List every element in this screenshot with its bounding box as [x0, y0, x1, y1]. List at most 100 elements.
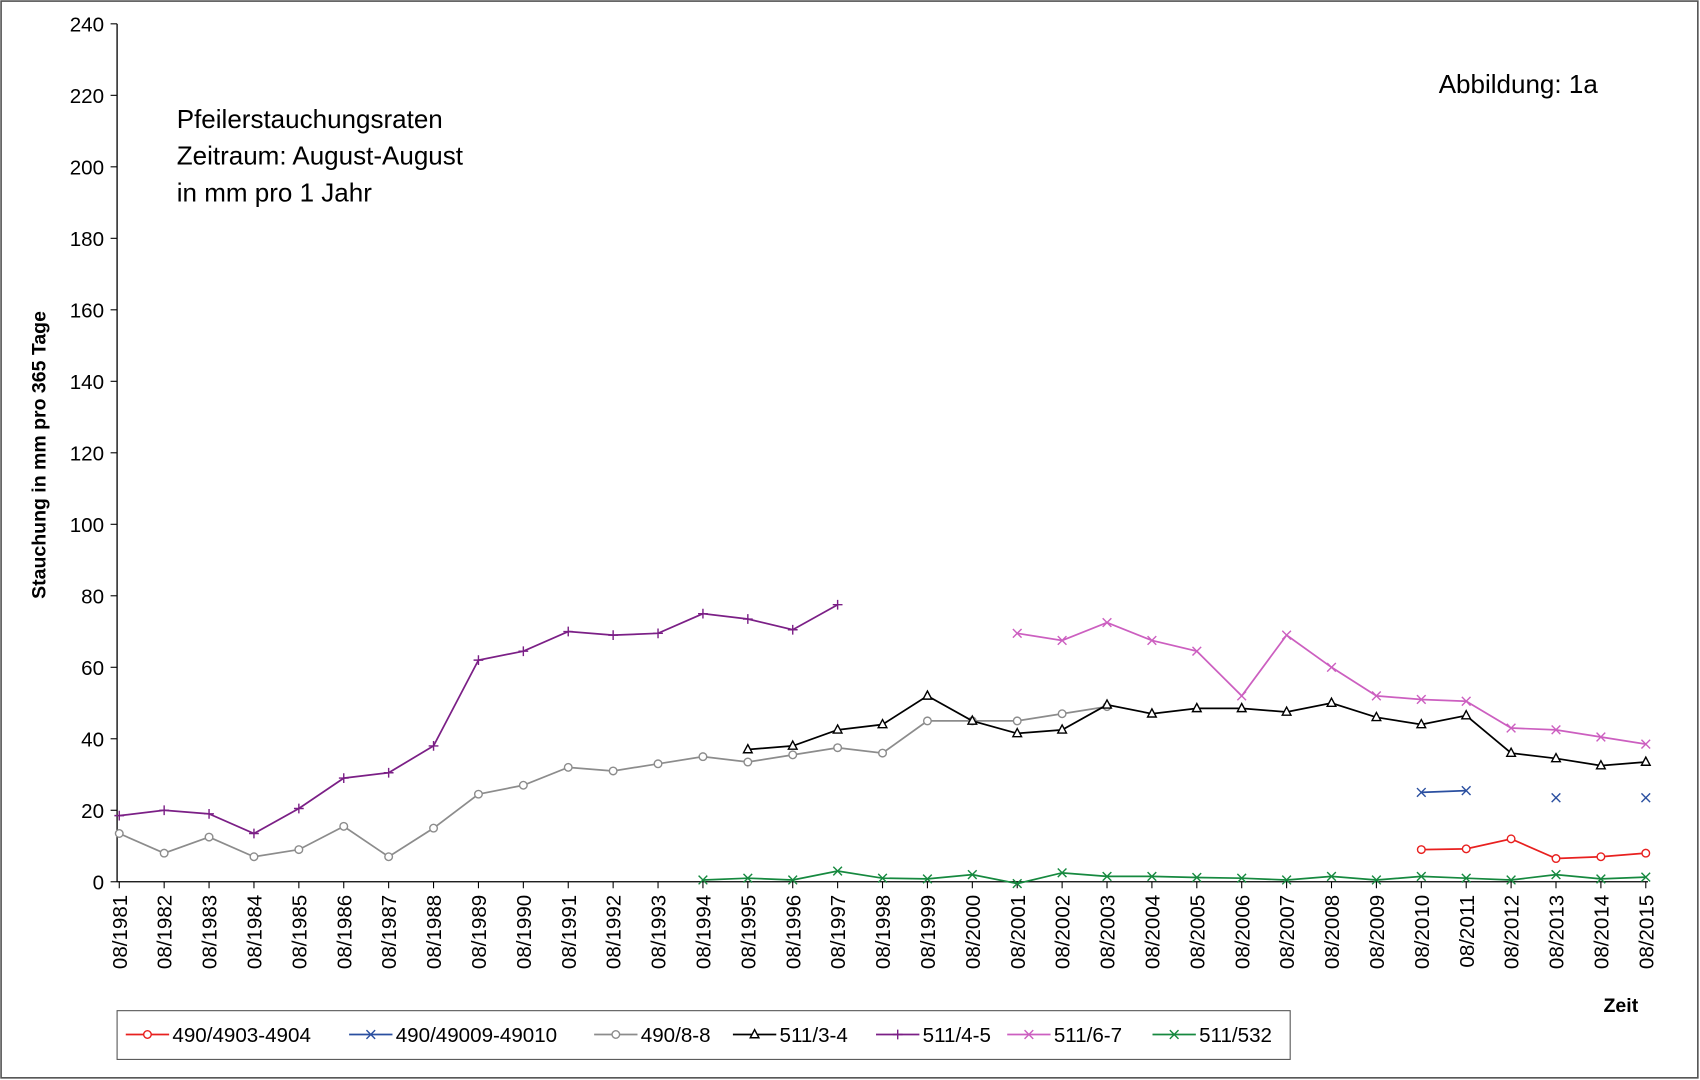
- marker: [833, 743, 843, 753]
- marker: [142, 1030, 152, 1039]
- marker: [1011, 727, 1023, 738]
- marker: [1024, 1029, 1034, 1040]
- marker: [967, 869, 978, 880]
- x-tick-label: 08/1986: [333, 895, 356, 969]
- y-tick-label: 0: [93, 871, 104, 894]
- marker: [1236, 691, 1247, 701]
- marker: [1551, 869, 1561, 880]
- legend-label: 511/4-5: [923, 1024, 991, 1047]
- marker: [1169, 1029, 1180, 1040]
- marker: [1596, 732, 1606, 742]
- x-tick-label: 08/2003: [1097, 895, 1120, 969]
- marker: [1551, 725, 1561, 735]
- x-tick-label: 08/1992: [603, 895, 626, 969]
- marker: [114, 829, 124, 839]
- x-tick-label: 08/1988: [423, 895, 446, 969]
- x-tick-label: 08/2000: [962, 895, 985, 969]
- x-tick-label: 08/1995: [737, 895, 760, 969]
- y-tick-label: 220: [70, 85, 104, 108]
- marker: [1461, 844, 1471, 854]
- marker: [742, 614, 753, 624]
- legend-label: 511/532: [1199, 1024, 1272, 1047]
- x-tick-label: 08/1994: [693, 895, 716, 969]
- x-tick-label: 08/1997: [827, 895, 850, 969]
- marker: [1506, 834, 1516, 844]
- marker: [966, 714, 978, 725]
- marker: [365, 1029, 376, 1040]
- y-tick-label: 100: [70, 514, 104, 537]
- x-tick-label: 08/1999: [917, 895, 940, 969]
- marker: [653, 759, 663, 769]
- marker: [1461, 696, 1472, 707]
- x-tick-label: 08/1989: [468, 895, 491, 969]
- marker: [1551, 792, 1561, 803]
- marker: [249, 852, 259, 862]
- marker: [892, 1029, 903, 1040]
- x-tick-label: 08/1984: [244, 895, 267, 969]
- marker: [1595, 759, 1607, 770]
- marker: [563, 626, 574, 637]
- annotation: Abbildung: 1a: [1439, 69, 1599, 99]
- marker: [518, 646, 529, 657]
- annotation: Zeitraum: August-August: [177, 141, 464, 171]
- x-tick-label: 08/2015: [1635, 895, 1658, 969]
- marker: [293, 803, 304, 814]
- y-tick-label: 60: [81, 657, 104, 680]
- y-tick-label: 160: [70, 299, 104, 322]
- marker: [749, 1028, 761, 1039]
- x-tick-label: 08/2005: [1186, 895, 1209, 969]
- marker: [429, 823, 439, 833]
- x-tick-label: 08/2004: [1141, 895, 1164, 969]
- x-tick-label: 08/1990: [513, 895, 536, 969]
- marker: [1416, 787, 1427, 798]
- y-tick-label: 20: [81, 800, 104, 823]
- marker: [1371, 691, 1382, 701]
- x-tick-label: 08/2007: [1276, 895, 1299, 969]
- x-tick-label: 08/2009: [1366, 895, 1389, 969]
- legend-label: 511/3-4: [780, 1024, 848, 1047]
- marker: [877, 873, 888, 884]
- marker: [1416, 845, 1426, 855]
- marker: [249, 828, 259, 839]
- annotation: Pfeilerstauchungsraten: [177, 104, 443, 134]
- marker: [1012, 878, 1023, 889]
- x-tick-label: 08/1982: [154, 895, 177, 969]
- x-tick-label: 08/2010: [1411, 895, 1434, 969]
- marker: [563, 762, 573, 772]
- marker: [294, 845, 304, 855]
- marker: [1640, 792, 1651, 803]
- annotation: in mm pro 1 Jahr: [177, 177, 372, 207]
- marker: [1506, 875, 1516, 885]
- marker: [1505, 746, 1517, 758]
- marker: [1236, 873, 1247, 884]
- y-axis-title: Stauchung in mm pro 365 Tage: [29, 311, 51, 599]
- marker: [1281, 705, 1293, 716]
- marker: [1146, 707, 1158, 718]
- marker: [1551, 854, 1561, 864]
- marker: [383, 767, 394, 778]
- x-tick-label: 08/1996: [782, 895, 805, 969]
- marker: [338, 773, 349, 783]
- marker: [1102, 617, 1112, 628]
- x-tick-label: 08/2014: [1590, 895, 1613, 969]
- y-tick-label: 200: [70, 156, 104, 179]
- marker: [1371, 875, 1382, 885]
- marker: [1641, 848, 1651, 858]
- marker: [1056, 723, 1068, 734]
- y-tick-label: 140: [70, 371, 104, 394]
- marker: [698, 875, 708, 885]
- y-tick-label: 240: [70, 13, 104, 36]
- x-tick-label: 08/2012: [1501, 895, 1524, 969]
- marker: [1057, 635, 1067, 646]
- x-tick-label: 08/1981: [109, 895, 132, 969]
- x-tick-label: 08/2011: [1456, 895, 1479, 968]
- marker: [787, 624, 798, 635]
- legend-label: 490/4903-4904: [172, 1024, 311, 1047]
- marker: [1325, 696, 1338, 707]
- marker: [384, 852, 394, 862]
- marker: [204, 808, 214, 819]
- marker: [922, 874, 933, 884]
- marker: [1147, 871, 1157, 882]
